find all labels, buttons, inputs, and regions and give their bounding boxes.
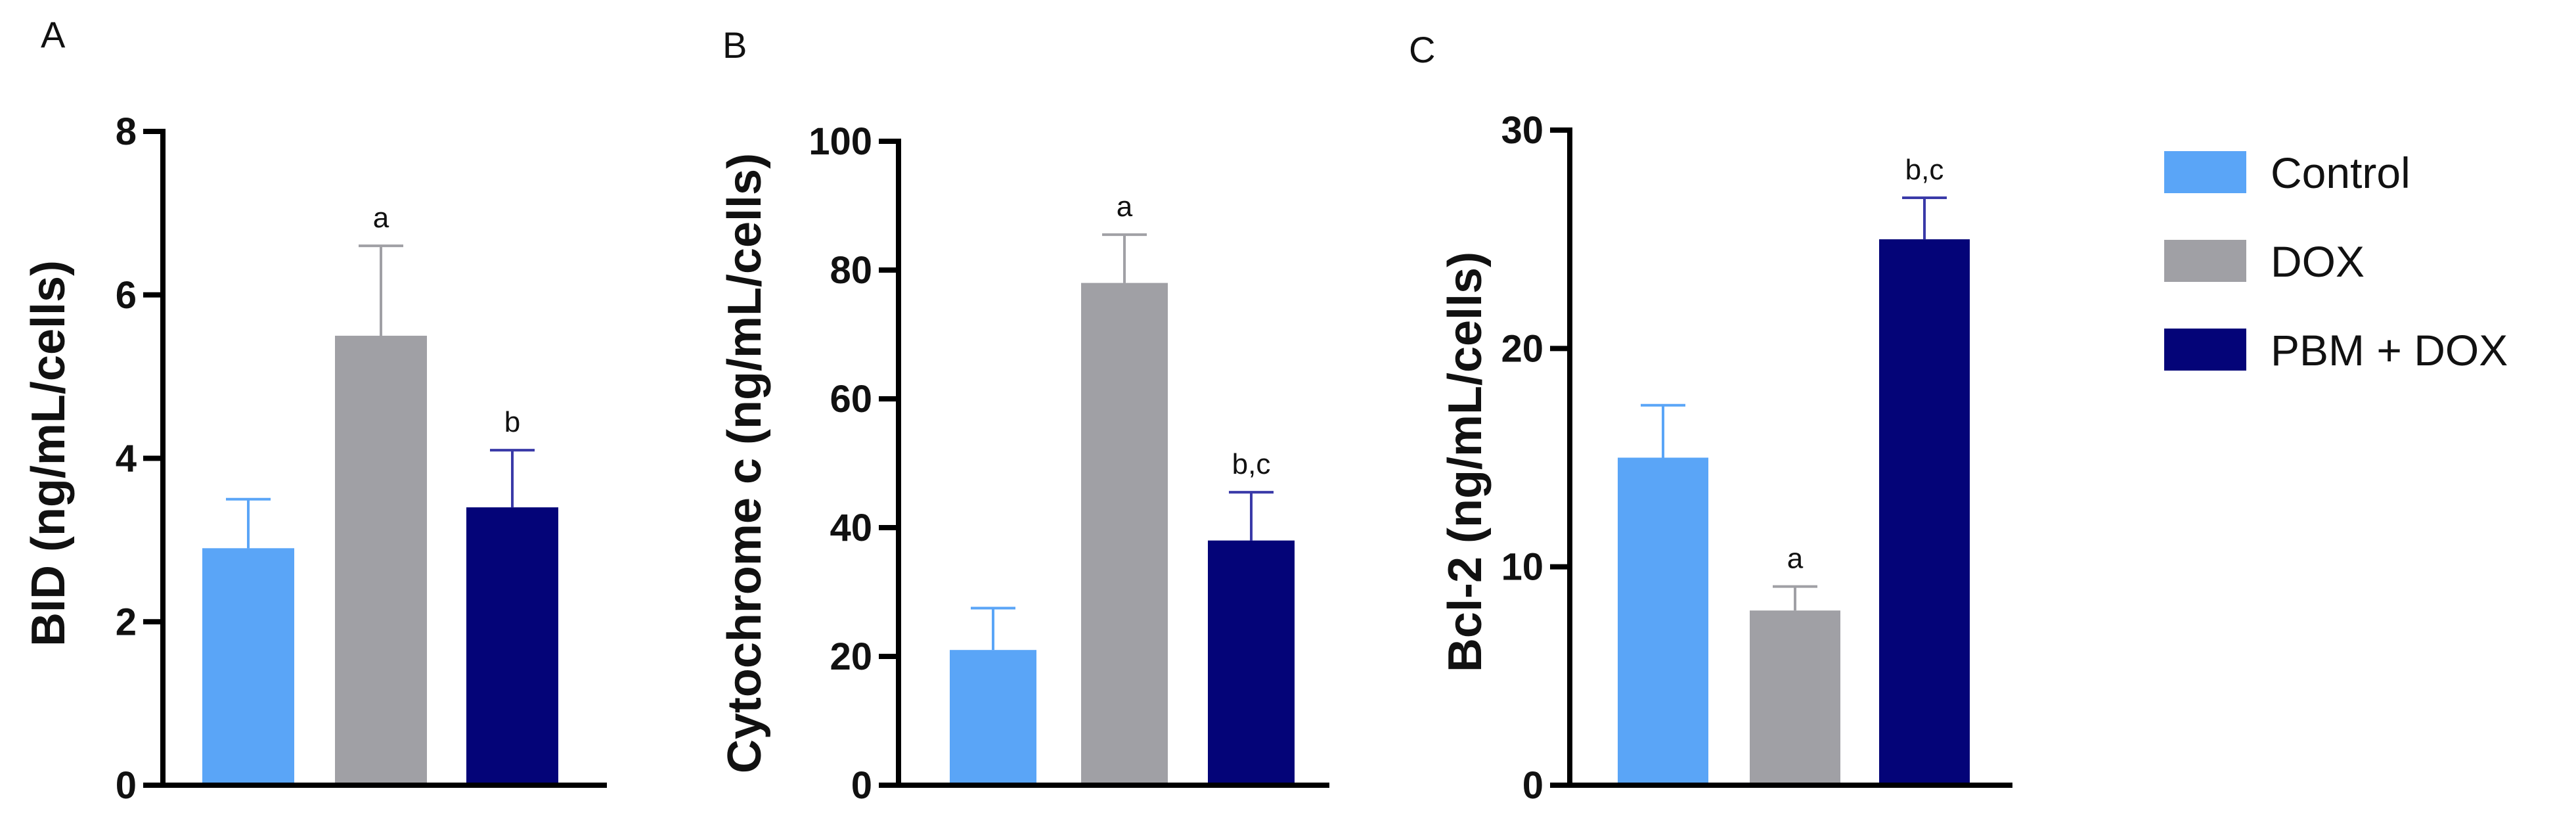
panel-c: C Bcl-2 (ng/mL/cells) a b,c 0 10 20 30 — [1409, 29, 2012, 807]
y-tick-label: 8 — [116, 110, 137, 153]
panel-letter: A — [41, 14, 66, 55]
panel-a: A BID (ng/mL/cells) a b 0 2 4 6 8 — [22, 14, 607, 807]
y-tick-label: 100 — [809, 120, 872, 163]
y-tick-label: 0 — [851, 764, 872, 807]
significance-label: b,c — [1232, 448, 1271, 480]
legend-swatch — [2164, 329, 2246, 371]
y-tick-label: 0 — [116, 764, 137, 807]
legend-label: PBM + DOX — [2271, 326, 2508, 375]
panel-letter: C — [1409, 29, 1435, 70]
significance-label: b,c — [1905, 154, 1944, 186]
legend-swatch — [2164, 151, 2246, 193]
legend-label: DOX — [2271, 237, 2365, 286]
y-tick-label: 4 — [116, 438, 137, 480]
y-tick-label: 80 — [830, 249, 872, 292]
panel-b: B Cytochrome c (ng/mL/cells) a b,c 0 20 40 60 80… — [719, 24, 1329, 807]
legend-label: Control — [2271, 148, 2410, 197]
significance-label: a — [1117, 191, 1133, 223]
y-tick-label: 0 — [1522, 764, 1543, 807]
legend: Control DOX PBM + DOX — [2164, 148, 2508, 375]
bar-dox — [1081, 283, 1168, 786]
y-tick-label: 60 — [830, 378, 872, 421]
bar-pbm-dox — [1208, 540, 1295, 785]
panel-letter: B — [722, 24, 747, 66]
y-tick-label: 30 — [1501, 109, 1543, 152]
y-tick-label: 6 — [116, 274, 137, 317]
significance-label: b — [504, 406, 520, 438]
bar-control — [202, 548, 294, 785]
y-tick-label: 20 — [1501, 327, 1543, 370]
y-tick-label: 10 — [1501, 546, 1543, 589]
y-axis-label: Cytochrome c (ng/mL/cells) — [719, 153, 771, 773]
bar-dox — [335, 335, 427, 785]
significance-label: a — [373, 202, 389, 234]
bar-dox — [1750, 610, 1840, 785]
significance-label: a — [1787, 543, 1804, 575]
y-tick-label: 20 — [830, 635, 872, 678]
bar-pbm-dox — [466, 507, 558, 785]
bar-control — [1618, 457, 1708, 785]
y-axis-label: Bcl-2 (ng/mL/cells) — [1439, 252, 1492, 672]
y-axis-label: BID (ng/mL/cells) — [22, 260, 75, 647]
bar-pbm-dox — [1879, 239, 1970, 786]
bar-control — [950, 650, 1036, 785]
y-tick-label: 40 — [830, 507, 872, 549]
legend-swatch — [2164, 240, 2246, 282]
y-tick-label: 2 — [116, 601, 137, 643]
